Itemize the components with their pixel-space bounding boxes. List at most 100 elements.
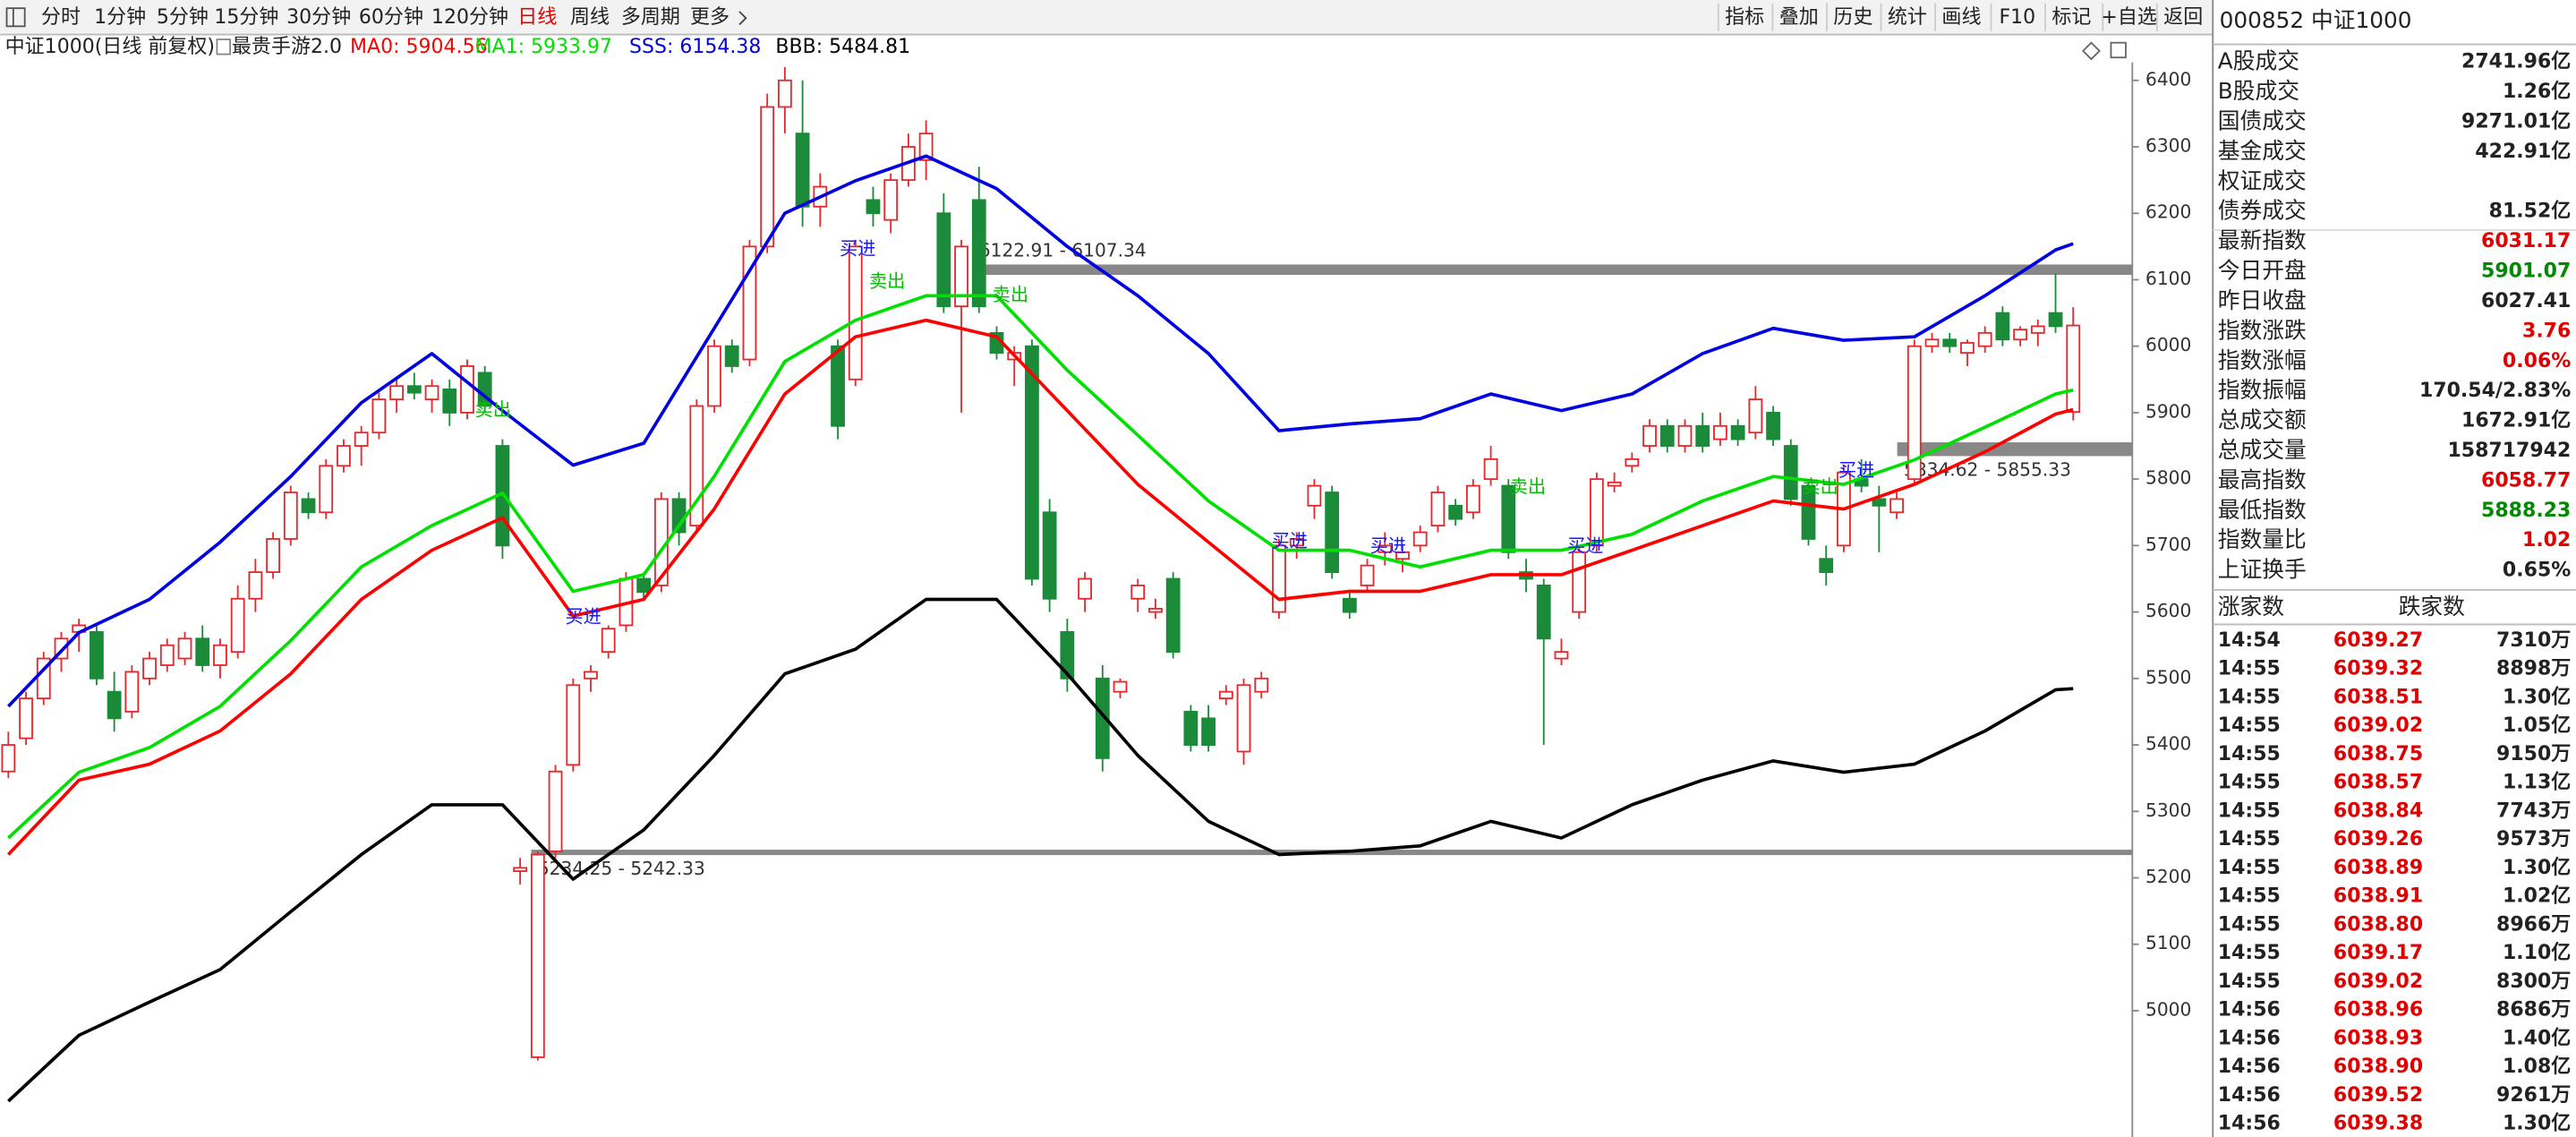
candle-body [319,465,334,514]
stat-label: 指数振幅 [2218,377,2307,403]
candle-body [971,199,986,308]
trade-price: 6039.38 [2333,1113,2423,1135]
y-tick-label: 5900 [2145,400,2191,422]
y-tick-label: 6400 [2145,68,2191,90]
stat-label: 权证成交 [2218,167,2307,193]
signal-label: 买进 [1272,530,1308,551]
candle-body [1554,651,1569,660]
tool-button[interactable]: 叠加 [1779,6,1819,29]
candle-body [1748,398,1763,434]
candle-body [1,744,16,773]
tool-button[interactable]: 返回 [2163,6,2203,29]
candle-body [601,628,616,654]
y-tick-label: 6100 [2145,268,2191,289]
trade-price: 6039.26 [2333,828,2423,851]
panel-title: 000852 中证1000 [2220,7,2412,33]
candle-body [177,637,192,660]
tool-button[interactable]: 历史 [1833,6,1872,29]
trade-volume: 8300万 [2496,970,2571,993]
period-button[interactable]: 周线 [570,6,610,29]
trade-volume: 1.05亿 [2503,714,2571,737]
stat-label: 总成交量 [2218,437,2307,463]
candle-body [1995,312,2010,341]
stat-label: 基金成交 [2218,138,2307,164]
candle-body [107,690,122,720]
period-button[interactable]: 60分钟 [359,6,423,29]
trade-volume: 8686万 [2496,999,2571,1022]
period-button[interactable]: 日线 [517,6,557,29]
candle-body [918,133,934,161]
candle-body [195,637,210,666]
candle-body [584,671,598,680]
trade-volume: 1.10亿 [2503,942,2571,964]
candle-body [1589,478,1604,547]
candle-body [1183,711,1198,746]
candle-body [1412,531,1428,547]
signal-label: 买进 [1838,459,1874,481]
window-icon[interactable] [2110,41,2127,59]
period-button[interactable]: 多周期 [621,6,680,29]
stat-label: 最高指数 [2218,466,2307,492]
candle-body [248,571,263,600]
candle-body [1307,484,1322,507]
trade-time: 14:55 [2218,772,2281,794]
period-button[interactable]: 1分钟 [94,6,146,29]
stat-value: 1.02 [2522,529,2571,551]
stat-value: 0.06% [2503,350,2571,372]
trade-time: 14:55 [2218,913,2281,936]
period-button[interactable]: 30分钟 [286,6,351,29]
period-button[interactable]: 120分钟 [431,6,508,29]
period-button[interactable]: 更多 [690,6,729,29]
stat-label: 最新指数 [2218,227,2307,253]
trade-price: 6038.89 [2333,857,2423,879]
candle-body [1536,584,1551,640]
candle-body [230,597,245,654]
period-button[interactable]: 5分钟 [157,6,209,29]
trade-volume: 1.08亿 [2503,1056,2571,1078]
trade-time: 14:56 [2218,1056,2281,1078]
trade-volume: 8966万 [2496,913,2571,936]
diamond-icon[interactable] [2081,41,2101,61]
candle-body [90,630,104,680]
period-button[interactable]: 分时 [41,6,81,29]
tool-button[interactable]: +自选 [2101,6,2156,29]
stat-label: 今日开盘 [2218,258,2307,284]
candle-body [1942,338,1958,347]
candle-body [1642,424,1657,447]
candle-body [354,432,369,447]
trade-price: 6038.80 [2333,913,2423,936]
tool-button[interactable]: 标记 [2051,6,2091,29]
candle-body [1148,607,1163,613]
candle-body [848,245,863,380]
candle-body [566,684,581,766]
stat-label: 总成交额 [2218,407,2307,433]
candle-body [513,867,528,873]
candle-body [1218,690,1233,700]
candle-body [1766,412,1780,440]
y-tick-label: 5600 [2145,600,2191,621]
candle-body [1713,424,1727,440]
signal-label: 买进 [840,237,875,259]
candle-body [1783,445,1798,500]
period-button[interactable]: 15分钟 [214,6,278,29]
level-band [1897,442,2133,457]
trade-volume: 1.40亿 [2503,1027,2571,1049]
toggle-icon[interactable] [5,7,26,28]
candle-body [2066,324,2081,414]
trade-price: 6039.02 [2333,970,2423,993]
tool-button[interactable]: 统计 [1888,6,1927,29]
tool-button[interactable]: 指标 [1725,6,1764,29]
candle-body [2048,312,2063,328]
stat-label: 指数量比 [2218,526,2307,552]
candle-body [337,445,351,467]
candle-body [1165,577,1181,654]
trade-price: 6038.57 [2333,772,2423,794]
breadth-up: 涨家数 [2218,594,2285,620]
tool-button[interactable]: F10 [2000,6,2036,29]
tool-button[interactable]: 画线 [1941,6,1981,29]
trade-volume: 7310万 [2496,629,2571,652]
candle-body [1625,457,1640,467]
y-tick-label: 5500 [2145,666,2191,688]
